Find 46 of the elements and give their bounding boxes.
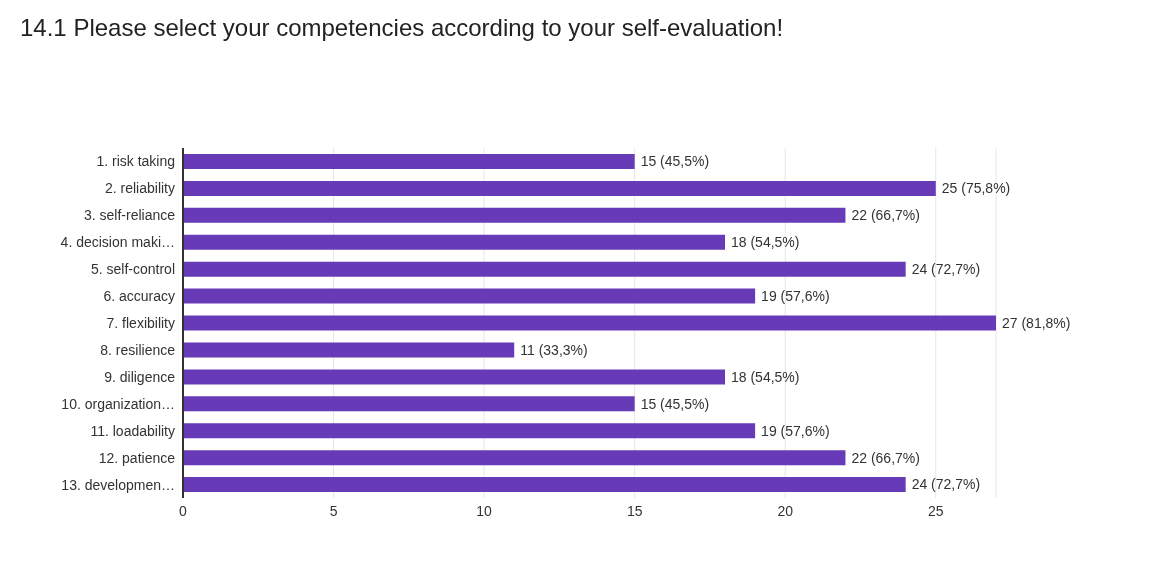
- y-tick-label: 10. organization…: [61, 395, 175, 412]
- y-tick-label: 2. reliability: [104, 180, 175, 197]
- data-label: 24 (72,7%): [911, 261, 981, 278]
- y-tick-label: 11. loadability: [90, 422, 175, 439]
- x-tick-label: 5: [329, 502, 338, 519]
- bar: [183, 477, 906, 493]
- y-tick-label: 5. self-control: [90, 261, 175, 278]
- data-label: 11 (33,3%): [520, 341, 588, 358]
- bar: [183, 423, 756, 439]
- data-label: 22 (66,7%): [851, 207, 920, 224]
- data-label: 19 (57,6%): [761, 422, 830, 439]
- data-label: 24 (72,7%): [911, 476, 981, 493]
- chart-title: 14.1 Please select your competencies according to your self-evaluation!: [20, 14, 784, 42]
- x-tick-label: 20: [777, 502, 794, 519]
- bar: [183, 234, 725, 250]
- data-label: 15 (45,5%): [640, 395, 710, 412]
- bar: [183, 261, 906, 277]
- y-tick-label: 4. decision maki…: [60, 234, 175, 251]
- data-label: 27 (81,8%): [1002, 314, 1071, 331]
- x-tick-label: 25: [927, 502, 944, 519]
- y-tick-label: 7. flexibility: [106, 314, 175, 331]
- y-tick-label: 13. developmen…: [61, 476, 175, 493]
- bar: [183, 288, 756, 304]
- data-label: 18 (54,5%): [731, 368, 800, 385]
- data-label: 15 (45,5%): [640, 153, 710, 170]
- bar: [183, 207, 846, 223]
- y-tick-label: 6. accuracy: [103, 288, 175, 305]
- x-tick-label: 15: [626, 502, 643, 519]
- data-label: 18 (54,5%): [731, 234, 800, 251]
- bar: [183, 342, 515, 358]
- y-tick-label: 9. diligence: [104, 368, 176, 385]
- bar: [183, 450, 846, 466]
- data-label: 22 (66,7%): [851, 449, 920, 466]
- data-label: 19 (57,6%): [761, 288, 830, 305]
- y-tick-label: 12. patience: [98, 449, 176, 466]
- bar: [183, 396, 635, 412]
- data-label: 25 (75,8%): [941, 180, 1011, 197]
- y-tick-label: 3. self-reliance: [83, 207, 176, 224]
- x-tick-label: 0: [179, 502, 188, 519]
- bar: [183, 154, 635, 169]
- x-tick-label: 10: [476, 502, 493, 519]
- bar: [183, 180, 936, 196]
- bar: [183, 369, 725, 385]
- y-tick-label: 1. risk taking: [96, 153, 175, 170]
- y-tick-label: 8. resilience: [100, 341, 176, 358]
- bar: [183, 315, 996, 331]
